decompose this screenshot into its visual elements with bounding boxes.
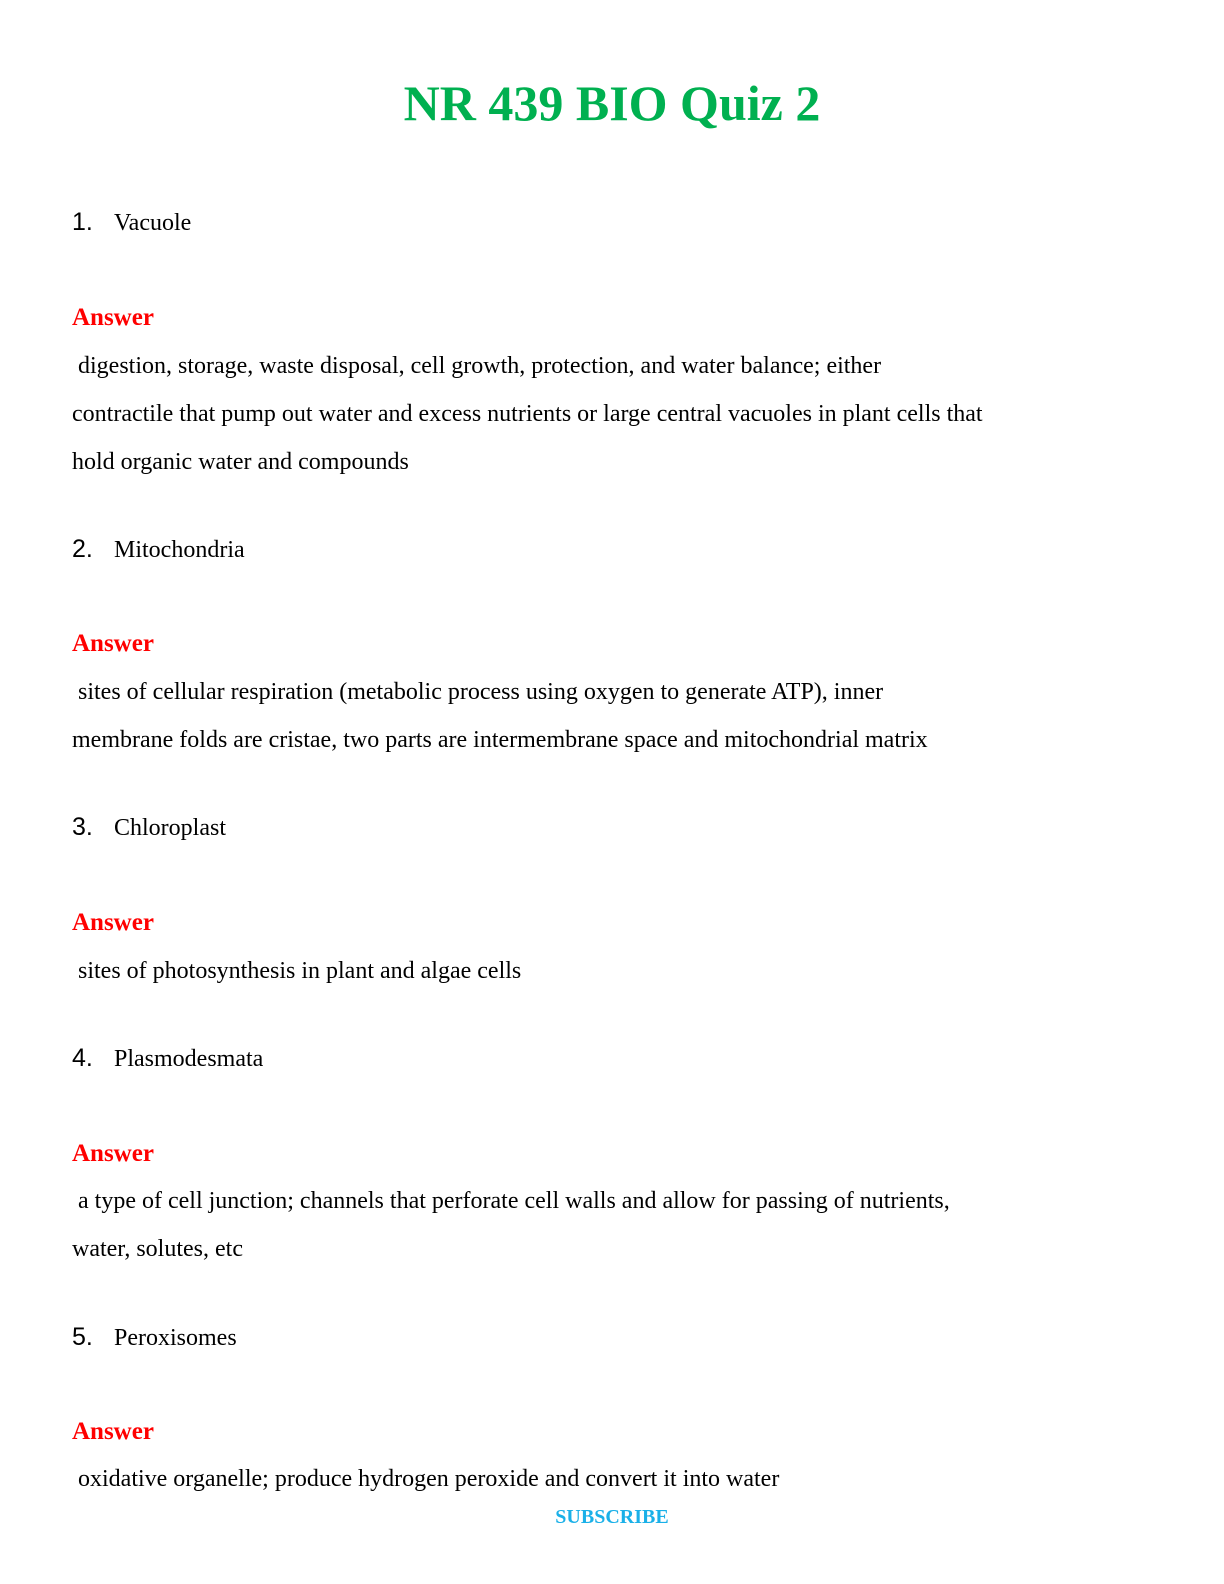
question-4: 4. Plasmodesmata — [72, 1043, 263, 1074]
answer-label: Answer — [72, 1140, 154, 1167]
answer-line: water, solutes, etc — [72, 1236, 243, 1262]
question-term: Plasmodesmata — [114, 1046, 264, 1072]
question-number: 5. — [72, 1323, 93, 1351]
question-term: Peroxisomes — [114, 1325, 237, 1351]
question-3: 3. Chloroplast — [72, 812, 226, 843]
answer-line: digestion, storage, waste disposal, cell… — [72, 353, 882, 379]
question-number: 3. — [72, 813, 93, 841]
answer-line: a type of cell junction; channels that p… — [72, 1188, 950, 1214]
question-number: 4. — [72, 1044, 93, 1072]
question-term: Mitochondria — [114, 537, 245, 563]
answer-text: digestion, storage, waste disposal, cell… — [72, 342, 983, 486]
answer-text: sites of photosynthesis in plant and alg… — [72, 947, 521, 995]
question-number: 2. — [72, 535, 93, 563]
answer-line: sites of cellular respiration (metabolic… — [72, 679, 884, 705]
answer-text: oxidative organelle; produce hydrogen pe… — [72, 1456, 779, 1502]
question-term: Chloroplast — [114, 815, 226, 841]
answer-line: oxidative organelle; produce hydrogen pe… — [72, 1466, 780, 1492]
subscribe-link[interactable]: SUBSCRIBE — [555, 1506, 669, 1528]
answer-label: Answer — [72, 630, 154, 657]
question-number: 1. — [72, 208, 93, 236]
answer-line: membrane folds are cristae, two parts ar… — [72, 727, 928, 753]
question-term: Vacuole — [114, 210, 192, 236]
question-1: 1. Vacuole — [72, 207, 191, 238]
answer-line: contractile that pump out water and exce… — [72, 401, 983, 427]
answer-line: hold organic water and compounds — [72, 449, 409, 475]
question-2: 2. Mitochondria — [72, 534, 245, 565]
answer-text: sites of cellular respiration (metabolic… — [72, 668, 928, 764]
answer-label: Answer — [72, 304, 154, 331]
page-title: NR 439 BIO Quiz 2 — [403, 75, 821, 131]
answer-label: Answer — [72, 909, 154, 936]
answer-label: Answer — [72, 1418, 154, 1445]
answer-line: sites of photosynthesis in plant and alg… — [72, 958, 522, 984]
answer-text: a type of cell junction; channels that p… — [72, 1177, 950, 1273]
question-5: 5. Peroxisomes — [72, 1322, 237, 1353]
